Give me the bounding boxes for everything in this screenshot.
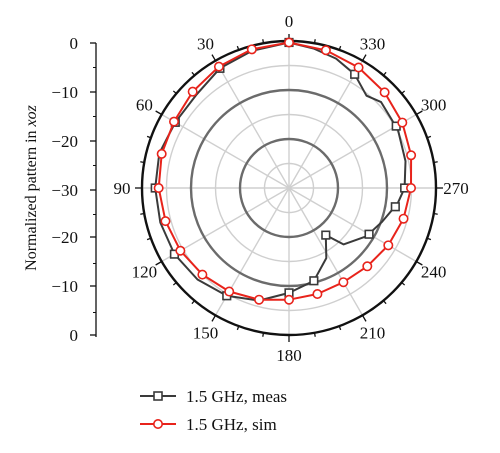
angle-label-90: 90 <box>114 179 131 198</box>
series-layer <box>150 37 417 305</box>
series-1-point-180 <box>283 294 294 305</box>
series-1-point-195 <box>312 289 323 300</box>
angle-tick-mark-330 <box>361 54 367 62</box>
angle-tick-mark-150 <box>211 314 217 322</box>
angle-tick-mark-290 <box>426 135 432 139</box>
series-1-point-165 <box>254 294 265 305</box>
r-tick-label-lower-0: −20 <box>51 228 78 247</box>
angle-tick-mark-220 <box>382 300 387 305</box>
series-1-point-150 <box>224 286 235 297</box>
series-1-point-255 <box>398 213 409 224</box>
angle-tick-mark-210 <box>361 314 367 322</box>
angle-label-0: 0 <box>285 12 294 31</box>
angle-tick-mark-190 <box>313 332 316 337</box>
series-1-point-90 <box>153 183 164 194</box>
legend-sim-marker <box>153 418 164 429</box>
angle-tick-mark-30 <box>211 54 217 62</box>
angle-label-30: 30 <box>197 34 214 53</box>
series-1-point-120 <box>175 245 186 256</box>
angle-tick-mark-250 <box>426 237 432 241</box>
grid-ring-minus20 <box>238 137 340 239</box>
legend-item-sim: 1.5 GHz, sim <box>140 415 277 434</box>
series-1-point-345 <box>320 45 331 56</box>
angle-labels: 0 30 60 90 120 150 180 210 240 270 300 330 <box>114 12 469 365</box>
r-tick-label-lower-1: −10 <box>51 277 78 296</box>
series-1-point-135 <box>197 269 208 280</box>
series-1-point-225 <box>362 261 373 272</box>
angle-tick-mark-40 <box>191 71 196 76</box>
angle-tick-mark-170 <box>262 332 265 337</box>
r-tick-label-upper-3: −30 <box>51 181 78 200</box>
angle-tick-mark-20 <box>236 45 240 51</box>
series-1-point-75 <box>156 148 167 159</box>
legend-meas-marker <box>153 391 163 401</box>
series-1-point-30 <box>213 61 224 72</box>
legend-item-meas: 1.5 GHz, meas <box>140 387 287 406</box>
angle-tick-mark-230 <box>401 281 406 286</box>
r-tick-label-lower-2: 0 <box>70 326 79 345</box>
series-1-point-105 <box>160 216 171 227</box>
r-tick-label-upper-1: −10 <box>51 83 78 102</box>
radial-scale-axis: 0 −10 −20 −30 −20 −10 0 <box>51 34 97 345</box>
r-tick-label-upper-2: −20 <box>51 132 78 151</box>
angle-tick-mark-140 <box>191 300 196 305</box>
y-axis-label: Normalized pattern in xoz <box>23 104 40 270</box>
series-0-point-240 <box>364 229 374 239</box>
angle-tick-mark-300 <box>415 110 423 116</box>
series-1-point-240 <box>383 240 394 251</box>
angle-tick-mark-260 <box>433 212 438 215</box>
series-0-point-218 <box>321 230 331 240</box>
series-1-point-0 <box>283 37 294 48</box>
angle-tick-mark-80 <box>140 161 145 164</box>
angle-tick-mark-320 <box>382 71 387 76</box>
angle-label-150: 150 <box>193 324 219 343</box>
series-1-point-330 <box>353 62 364 73</box>
angle-tick-mark-10 <box>262 39 265 44</box>
angle-label-120: 120 <box>132 263 158 282</box>
series-1-point-210 <box>338 277 349 288</box>
angle-tick-mark-240 <box>415 260 423 266</box>
angle-tick-mark-340 <box>338 45 342 51</box>
angle-label-180: 180 <box>276 346 302 365</box>
angle-label-210: 210 <box>360 324 386 343</box>
angle-tick-mark-280 <box>433 161 438 164</box>
y-axis-label-italic: xoz <box>23 104 40 127</box>
angle-tick-mark-60 <box>155 110 163 116</box>
angle-tick-mark-130 <box>172 281 177 286</box>
angle-tick-mark-70 <box>146 135 152 139</box>
legend-sim-label: 1.5 GHz, sim <box>186 415 277 434</box>
angle-label-60: 60 <box>136 96 153 115</box>
series-1-point-300 <box>397 117 408 128</box>
series-0-point-260 <box>390 202 400 212</box>
y-axis-label-prefix: Normalized pattern in <box>23 126 40 270</box>
angle-tick-mark-160 <box>236 325 240 331</box>
angle-label-330: 330 <box>360 34 386 53</box>
angle-tick-mark-110 <box>146 237 152 241</box>
series-0-line <box>154 41 407 302</box>
legend: 1.5 GHz, meas 1.5 GHz, sim <box>140 387 287 434</box>
series-1-point-315 <box>379 87 390 98</box>
r-tick-label-upper-0: 0 <box>70 34 79 53</box>
series-1-point-270 <box>406 183 417 194</box>
series-1-point-285 <box>406 150 417 161</box>
angle-tick-mark-100 <box>140 212 145 215</box>
angle-tick-mark-310 <box>401 90 406 95</box>
series-1-point-15 <box>246 44 257 55</box>
angle-tick-mark-120 <box>155 260 163 266</box>
angle-tick-mark-200 <box>338 325 342 331</box>
angle-label-300: 300 <box>421 96 447 115</box>
angle-label-240: 240 <box>421 263 447 282</box>
legend-meas-label: 1.5 GHz, meas <box>186 387 287 406</box>
series-1-point-45 <box>187 86 198 97</box>
angle-tick-mark-50 <box>172 90 177 95</box>
series-1-point-60 <box>169 116 180 127</box>
grid-ring-minus25 <box>263 162 315 214</box>
angle-tick-mark-350 <box>313 39 316 44</box>
angle-label-270: 270 <box>443 179 469 198</box>
grid-ring-minus10 <box>189 88 389 288</box>
series-0-point-195 <box>309 276 319 286</box>
grid-ring-minus15 <box>214 113 364 263</box>
